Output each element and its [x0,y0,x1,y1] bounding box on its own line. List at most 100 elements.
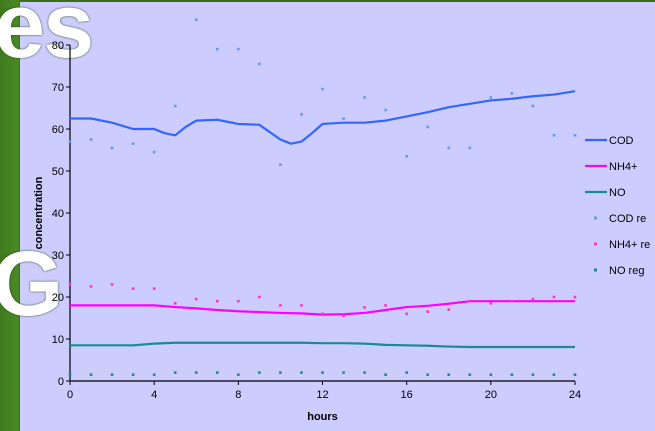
y-tick-label: 20 [52,292,64,304]
data-point [363,306,366,309]
data-point [426,125,430,129]
data-point [131,287,135,290]
data-point [468,146,472,150]
data-point [258,371,261,374]
data-point [447,308,451,311]
data-point [552,373,556,376]
data-point [279,304,282,307]
data-point [426,310,430,313]
data-point [279,371,282,374]
data-point [573,373,577,376]
series-4 [68,283,577,318]
series-2 [70,341,575,349]
data-point [531,297,535,301]
data-point [573,134,577,137]
background-text-fragment: G [0,233,64,335]
y-tick-label: 40 [52,208,64,220]
y-tick-label: 10 [52,334,64,346]
data-point [89,285,93,288]
data-point [110,146,114,150]
chart-panel [20,2,655,431]
data-point [89,138,93,141]
data-point [342,371,345,374]
data-point [173,104,177,108]
series-line [70,341,575,349]
y-tick-label: 60 [52,124,64,136]
data-point [531,373,535,376]
data-point [321,371,324,374]
data-point [426,373,430,376]
data-point [68,373,72,376]
legend-swatch [594,216,597,220]
data-point [237,47,240,51]
legend-item: NH4+ re [594,239,650,251]
legend-label: NH4+ re [609,239,650,251]
background-title-text: es [0,0,94,77]
y-axis-title: concentration [33,176,45,249]
data-point [68,140,72,143]
data-point [110,283,114,286]
legend: COD NH4+ NO COD re NH4+ re NO reg [585,135,650,277]
x-axis-title: hours [307,411,338,423]
data-point [321,312,324,316]
legend-swatch [594,268,597,272]
legend-item: COD re [594,213,646,225]
data-point [447,373,451,376]
data-point [510,92,514,95]
legend-label: COD re [609,213,646,225]
data-point [237,299,240,303]
series-0 [70,90,576,145]
data-point [489,96,493,99]
data-point [363,371,366,374]
data-point [405,312,408,316]
y-tick-label: 50 [52,166,64,178]
data-point [468,373,472,376]
data-point [152,373,156,376]
x-tick-label: 8 [235,389,241,401]
data-point [300,371,303,374]
data-point [194,371,198,374]
data-point [300,113,303,116]
data-point [573,295,577,299]
x-tick-label: 20 [485,389,497,401]
legend-swatch [594,242,597,246]
data-point [342,314,345,318]
y-tick-label: 0 [58,376,64,388]
legend-item: NO reg [594,265,644,277]
data-point [152,287,156,290]
legend-label: NH4+ [609,161,637,173]
data-point [173,302,177,305]
y-tick-label: 30 [52,250,64,262]
data-point [384,108,387,112]
data-point [384,373,387,376]
data-point [531,104,535,108]
data-point [489,373,493,376]
series-5 [68,371,577,376]
y-tick-label: 70 [52,82,64,94]
data-point [552,295,556,299]
data-point [89,373,93,376]
legend-item: NO [585,187,626,199]
legend-label: COD [609,135,634,147]
series-line [70,90,576,145]
data-point [68,283,72,286]
data-point [384,304,387,307]
data-point [489,302,493,305]
data-point [510,373,514,376]
data-point [279,163,282,166]
legend-label: NO reg [609,265,644,277]
data-point [194,18,198,22]
data-point [363,96,366,99]
data-point [468,299,472,303]
data-point [258,295,261,299]
y-tick-label: 80 [52,40,64,52]
data-point [552,134,556,137]
data-point [300,304,303,307]
x-tick-label: 0 [67,389,73,401]
data-point [173,371,177,374]
series-layer [68,18,577,376]
x-tick-label: 4 [151,389,157,401]
axes: 0 10 20 30 40 50 60 70 80 0 4 8 12 16 20 24 [52,40,581,401]
x-tick-label: 16 [401,389,413,401]
